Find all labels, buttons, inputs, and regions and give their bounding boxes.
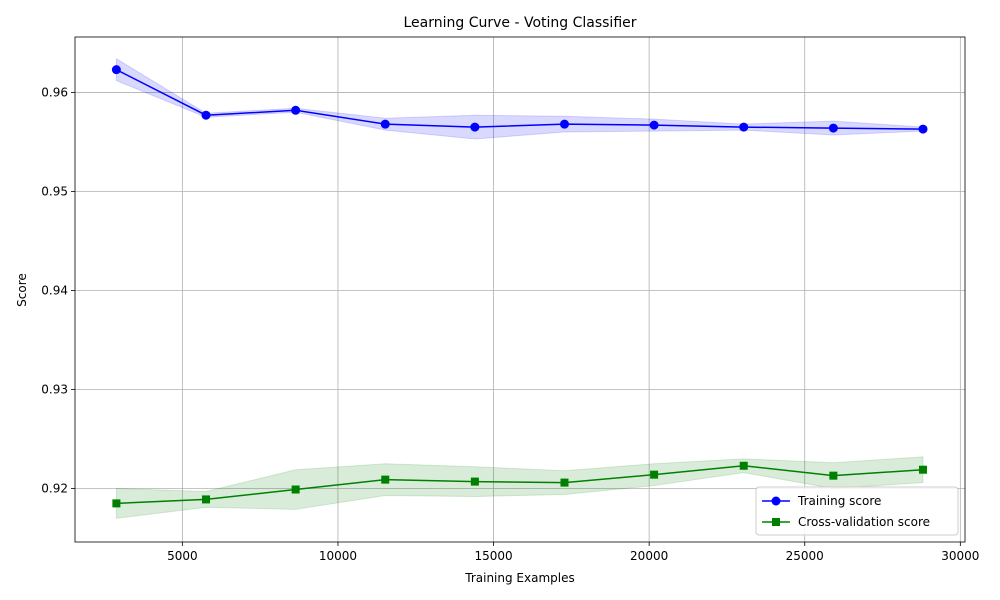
legend-swatch-marker (771, 496, 781, 506)
std-band-1 (115, 456, 924, 519)
legend-box (755, 486, 959, 536)
series-line-0 (116, 69, 923, 130)
data-point (111, 65, 121, 75)
legend-label: Cross-validation score (798, 515, 930, 529)
data-point (739, 461, 748, 470)
data-point (470, 122, 480, 132)
data-point (291, 485, 300, 494)
axis-ticks: 5000 10000 15000 20000 25000 30000 0.92 0.93 0.9… (41, 85, 979, 563)
y-axis-label: Score (15, 273, 29, 307)
series-lines (116, 69, 924, 505)
legend: Training score Cross-validation score (755, 486, 959, 536)
data-point (739, 122, 749, 132)
data-point (560, 478, 569, 487)
data-point (470, 477, 479, 486)
data-point (202, 495, 211, 504)
data-point (381, 475, 390, 484)
y-tick-label: 0.92 (41, 482, 68, 496)
series-line-1 (116, 465, 924, 505)
series-markers (111, 65, 928, 508)
data-point (291, 105, 301, 115)
legend-swatch-marker (772, 518, 780, 526)
x-tick-label: 25000 (786, 549, 824, 563)
y-tick-label: 0.96 (41, 85, 68, 99)
data-point (918, 465, 927, 474)
data-point (650, 470, 659, 479)
std-bands (115, 57, 924, 519)
x-axis-label: Training Examples (464, 571, 574, 585)
x-tick-label: 30000 (941, 549, 979, 563)
data-point (112, 499, 121, 508)
data-point (649, 120, 659, 130)
plot-frame (74, 36, 966, 543)
data-point (380, 119, 390, 129)
legend-label: Training score (797, 494, 881, 508)
chart-title: Learning Curve - Voting Classifier (403, 15, 636, 31)
data-point (828, 123, 838, 133)
y-tick-label: 0.95 (41, 184, 68, 198)
x-tick-label: 5000 (167, 549, 198, 563)
x-tick-label: 20000 (630, 549, 668, 563)
y-tick-label: 0.94 (41, 283, 68, 297)
data-point (918, 124, 928, 134)
data-point (201, 110, 211, 120)
x-tick-label: 10000 (319, 549, 357, 563)
data-point (560, 119, 569, 129)
data-point (829, 471, 838, 480)
x-tick-label: 15000 (474, 549, 512, 563)
y-tick-label: 0.93 (41, 383, 68, 397)
